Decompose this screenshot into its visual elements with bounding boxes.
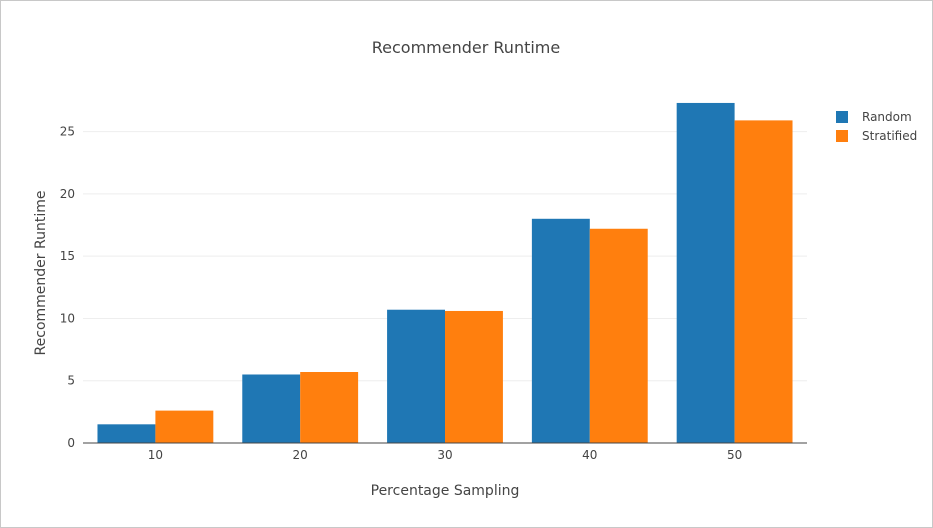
bars: [97, 102, 793, 444]
bar-stratified-20: [300, 372, 359, 443]
chart-title: Recommender Runtime: [372, 38, 560, 57]
y-tick-label: 20: [60, 187, 75, 201]
x-tick-label: 30: [437, 448, 452, 462]
x-tick-label: 40: [582, 448, 597, 462]
legend: Random Stratified: [836, 110, 917, 143]
bar-random-10: [97, 424, 156, 443]
x-axis-title: Percentage Sampling: [371, 483, 520, 499]
bar-stratified-50: [734, 120, 793, 444]
x-tick-label: 20: [293, 448, 308, 462]
bar-random-50: [676, 102, 735, 444]
x-tick-label: 50: [727, 448, 742, 462]
axes: 0 5 10 15 20 25 10 20 30 40 50: [60, 125, 807, 462]
bar-random-30: [387, 309, 445, 443]
y-tick-label: 0: [67, 436, 75, 450]
legend-label-random[interactable]: Random: [862, 110, 912, 124]
bar-random-40: [531, 218, 590, 443]
y-tick-label: 5: [67, 374, 75, 388]
y-tick-label: 25: [60, 125, 75, 139]
bar-stratified-10: [155, 410, 214, 443]
bar-stratified-30: [445, 310, 503, 443]
y-axis-title: Recommender Runtime: [33, 191, 49, 356]
legend-swatch-random[interactable]: [836, 111, 848, 123]
y-tick-label: 10: [60, 311, 75, 325]
legend-label-stratified[interactable]: Stratified: [862, 129, 917, 143]
y-tick-label: 15: [60, 249, 75, 263]
x-tick-label: 10: [148, 448, 163, 462]
bar-stratified-40: [589, 228, 648, 443]
legend-swatch-stratified[interactable]: [836, 130, 848, 142]
bar-random-20: [242, 374, 301, 443]
